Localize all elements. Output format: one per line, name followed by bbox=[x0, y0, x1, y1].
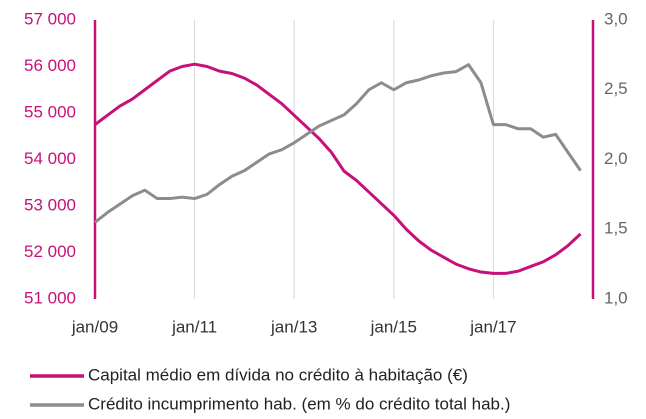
y2-tick-label: 2,5 bbox=[604, 79, 628, 98]
legend-label: Crédito incumprimento hab. (em % do créd… bbox=[88, 394, 510, 413]
y-tick-label: 51 000 bbox=[24, 288, 76, 307]
y2-tick-label: 1,0 bbox=[604, 288, 628, 307]
x-tick-label: jan/11 bbox=[171, 317, 217, 336]
line-series bbox=[94, 63, 582, 224]
x-tick-label: jan/15 bbox=[370, 317, 417, 336]
y-tick-label: 52 000 bbox=[24, 242, 76, 261]
y-tick-label: 56 000 bbox=[24, 56, 76, 75]
y-tick-label: 57 000 bbox=[24, 9, 76, 28]
y-tick-label: 53 000 bbox=[24, 195, 76, 214]
y2-tick-label: 3,0 bbox=[604, 9, 628, 28]
x-tick-label: jan/17 bbox=[469, 317, 516, 336]
y-tick-label: 55 000 bbox=[24, 102, 76, 121]
x-tick-label: jan/13 bbox=[270, 317, 317, 336]
line-series bbox=[94, 62, 582, 275]
y2-tick-label: 1,5 bbox=[604, 219, 628, 238]
y2-tick-label: 2,0 bbox=[604, 149, 628, 168]
legend-label: Capital médio em dívida no crédito à hab… bbox=[88, 365, 468, 384]
x-tick-label: jan/09 bbox=[71, 317, 118, 336]
y-tick-label: 54 000 bbox=[24, 149, 76, 168]
